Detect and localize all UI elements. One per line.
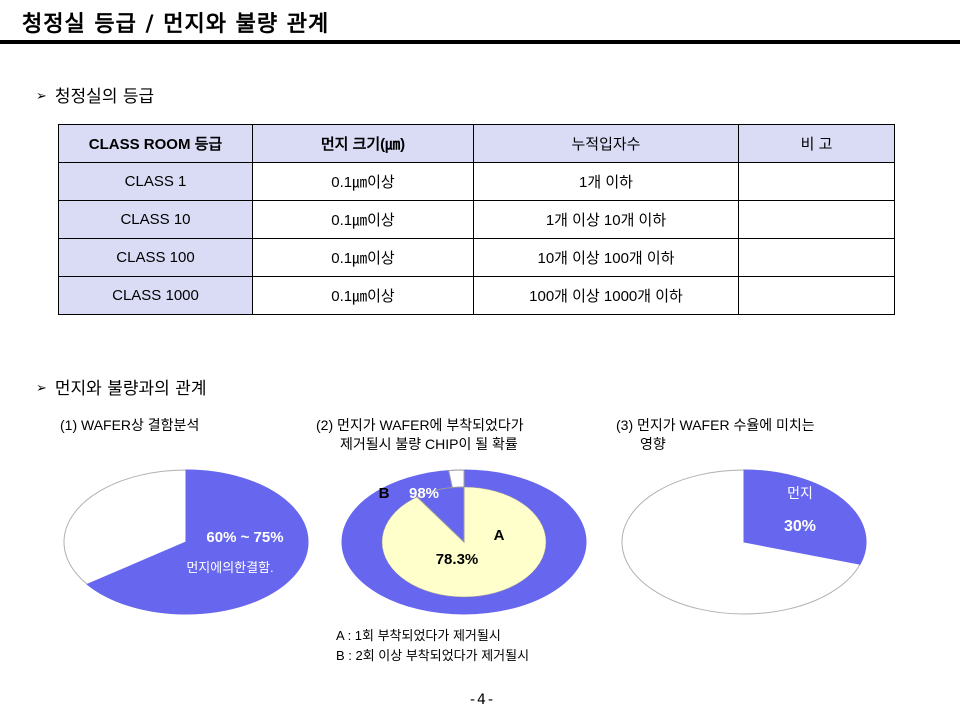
chart2-value-b: 98% (409, 485, 439, 502)
table-row: CLASS 10 0.1㎛이상 1개 이상 10개 이하 (58, 200, 895, 239)
table-row: CLASS 1 0.1㎛이상 1개 이하 (58, 162, 895, 201)
table-header-row: CLASS ROOM 등급 먼지 크기(㎛) 누적입자수 비 고 (58, 124, 895, 163)
table-cell: 100개 이상 1000개 이하 (473, 276, 739, 315)
table-row: CLASS 1000 0.1㎛이상 100개 이상 1000개 이하 (58, 276, 895, 315)
section-heading-dust-defect: ➢ 먼지와 불량과의 관계 (36, 374, 206, 399)
section-heading-cleanroom-grade: ➢ 청정실의 등급 (36, 82, 154, 107)
column-header: 먼지 크기(㎛) (252, 124, 474, 163)
chart2-legend: A : 1회 부착되었다가 제거될시 B : 2회 이상 부착되었다가 제거될시 (336, 626, 529, 666)
cleanroom-grade-table: CLASS ROOM 등급 먼지 크기(㎛) 누적입자수 비 고 CLASS 1… (58, 124, 895, 315)
chart2-caption-line2: 제거될시 불량 CHIP이 될 확률 (340, 436, 518, 452)
chart3-caption-line2: 영향 (640, 436, 666, 452)
chart1-dust-defect-slice (86, 469, 309, 615)
arrow-bullet-icon: ➢ (36, 381, 47, 396)
table-cell: 1개 이하 (473, 162, 739, 201)
page-number: -4- (470, 692, 496, 708)
chart2-a-gap-wedge (416, 486, 465, 544)
title-divider (0, 40, 960, 44)
chart3-sub-label: 먼지 (787, 485, 813, 501)
chart3-caption: (3) 먼지가 WAFER 수율에 미치는 영향 (616, 416, 815, 454)
section-heading-text: 청정실의 등급 (54, 87, 155, 107)
chart1-caption-text: (1) WAFER상 결함분석 (60, 417, 200, 433)
chart1-caption: (1) WAFER상 결함분석 (60, 416, 199, 435)
chart2-label-b: B (379, 485, 390, 502)
table-cell: 0.1㎛이상 (252, 276, 474, 315)
legend-item-a: A : 1회 부착되었다가 제거될시 (336, 628, 501, 643)
table-cell (738, 276, 895, 315)
chart2-caption-line1: (2) 먼지가 WAFER에 부착되었다가 (316, 417, 524, 433)
row-header-cell: CLASS 10 (58, 200, 253, 239)
chart1-sub-label: 먼지에의한결함. (186, 560, 273, 575)
row-header-cell: CLASS 1 (58, 162, 253, 201)
column-header: 누적입자수 (473, 124, 739, 163)
row-header-cell: CLASS 100 (58, 238, 253, 277)
table-cell: 0.1㎛이상 (252, 238, 474, 277)
chart2-caption: (2) 먼지가 WAFER에 부착되었다가 제거될시 불량 CHIP이 될 확률 (316, 416, 524, 454)
table-cell (738, 200, 895, 239)
chart2-label-a: A (494, 527, 505, 544)
chart3-dust-slice (743, 469, 867, 565)
table-cell: 1개 이상 10개 이하 (473, 200, 739, 239)
table-cell: 10개 이상 100개 이하 (473, 238, 739, 277)
column-header: 비 고 (738, 124, 895, 163)
arrow-bullet-icon: ➢ (36, 89, 47, 104)
chart3-caption-line1: (3) 먼지가 WAFER 수율에 미치는 (616, 417, 815, 433)
chart3-value-label: 30% (784, 518, 816, 535)
table-cell: 0.1㎛이상 (252, 200, 474, 239)
chart2-value-a: 78.3% (436, 551, 479, 568)
column-header: CLASS ROOM 등급 (58, 124, 253, 163)
page-title: 청정실 등급 / 먼지와 불량 관계 (22, 12, 330, 37)
legend-item-b: B : 2회 이상 부착되었다가 제거될시 (336, 648, 530, 663)
table-cell (738, 238, 895, 277)
table-row: CLASS 100 0.1㎛이상 10개 이상 100개 이하 (58, 238, 895, 277)
section-heading-text: 먼지와 불량과의 관계 (54, 379, 207, 399)
chart1-value-label: 60% ~ 75% (206, 529, 283, 546)
table-cell: 0.1㎛이상 (252, 162, 474, 201)
row-header-cell: CLASS 1000 (58, 276, 253, 315)
